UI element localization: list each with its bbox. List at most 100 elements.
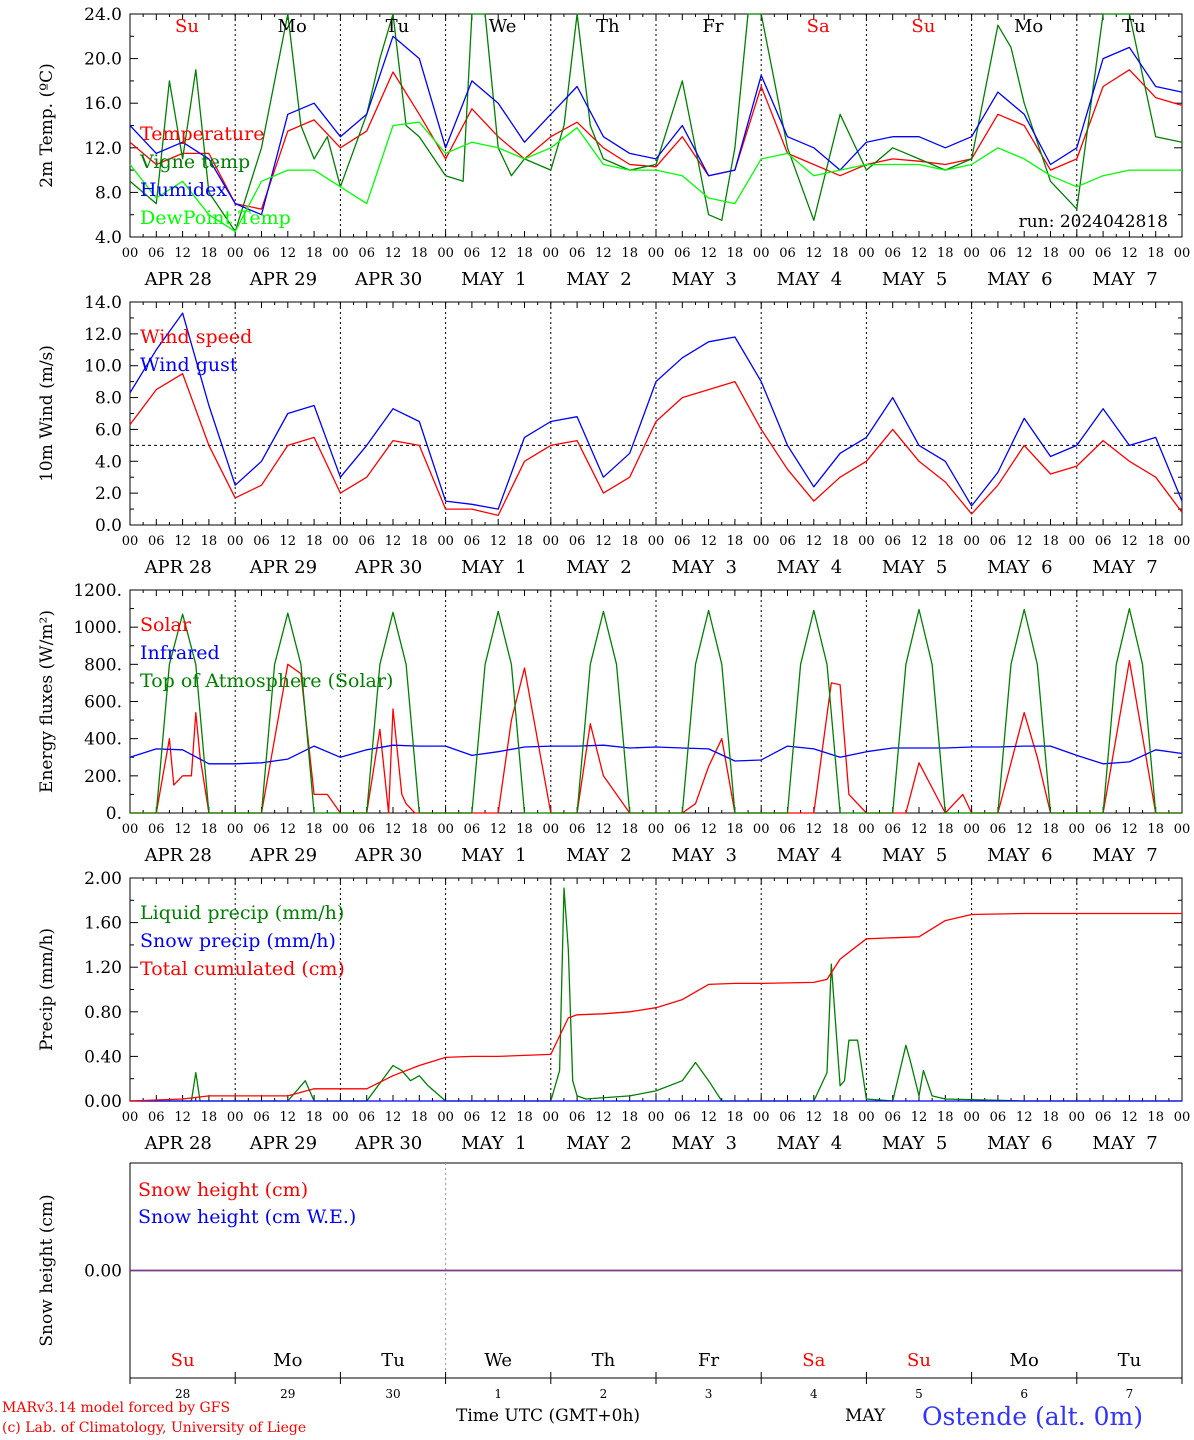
panel-3-hour-label: 12 [385,822,402,837]
panel-2-legend-entry: Wind gust [140,354,238,376]
panel-1-date-label: MAY 5 [882,269,947,290]
panel-1-hour-label: 12 [490,246,507,261]
panel-1-hour-label: 06 [884,246,901,261]
panel-3-legend-entry: Solar [140,614,192,636]
panel-4-y-tick-label: 1.20 [84,958,122,978]
panel-4-hour-label: 06 [464,1110,481,1125]
panel-3-hour-label: 06 [253,822,270,837]
panel-2-legend-entry: Wind speed [140,326,252,348]
panel-4-hour-label: 18 [306,1110,323,1125]
panel-4-y-tick-label: 0.40 [84,1047,122,1067]
panel-1-day-name: We [489,16,517,37]
bottom-day-number: 28 [175,1387,190,1401]
panel-2-y-tick-label: 2.0 [95,484,122,504]
bottom-day-number: 3 [705,1387,713,1401]
panel-3-hour-label: 18 [1147,822,1164,837]
panel-2-hour-label: 12 [385,534,402,549]
panel-1-hour-label: 12 [385,246,402,261]
bottom-day-name: Th [592,1350,616,1371]
panel-4-hour-label: 06 [253,1110,270,1125]
panel-3-hour-label: 18 [201,822,218,837]
panel-1-day-name: Mo [1014,16,1043,37]
panel-2-hour-label: 00 [332,534,349,549]
panel-4-hour-label: 18 [1042,1110,1059,1125]
panel-1-hour-label: 06 [1095,246,1112,261]
panel-1-y-tick-label: 24.0 [84,5,122,25]
panel-1-day-name: Th [596,16,620,37]
panel-1-hour-label: 18 [1042,246,1059,261]
bottom-day-name: We [484,1350,512,1371]
panel-2-hour-label: 00 [648,534,665,549]
panel-4-hour-label: 00 [227,1110,244,1125]
panel-5-legend-entry: Snow height (cm W.E.) [138,1206,356,1228]
panel-2-y-tick-label: 8.0 [95,389,122,409]
panel-3-date-label: MAY 6 [987,845,1052,866]
panel-2-hour-label: 06 [990,534,1007,549]
panel-3-date-label: MAY 3 [671,845,736,866]
panel-1-hour-label: 00 [963,246,980,261]
panel-1-hour-label: 18 [832,246,849,261]
panel-1-hour-label: 18 [1147,246,1164,261]
panel-4-hour-label: 06 [569,1110,586,1125]
panel-2-hour-label: 06 [884,534,901,549]
panel-4-date-label: APR 30 [354,1133,422,1154]
panel-2-hour-label: 18 [621,534,638,549]
panel-1-series-3-line [129,35,1183,216]
panel-4-series-3-line [129,912,1182,1102]
panel-1-legend-entry: Temperature [140,123,264,145]
panel-1-date-label: MAY 7 [1092,269,1157,290]
panel-3-legend-entry: Top of Atmosphere (Solar) [140,670,393,692]
panel-3-hour-label: 00 [753,822,770,837]
panel-4-hour-label: 18 [201,1110,218,1125]
panel-3-hour-label: 18 [621,822,638,837]
panel-4-hour-label: 12 [1121,1110,1138,1125]
panel-1-hour-label: 00 [1069,246,1086,261]
panel-1-series-4-line [129,121,1182,233]
bottom-day-number: 4 [810,1387,818,1401]
panel-2-hour-label: 06 [253,534,270,549]
bottom-day-name: Tu [381,1350,405,1371]
panel-3-hour-label: 12 [595,822,612,837]
panel-5-y-axis-label: Snow height (cm) [37,1194,57,1346]
panel-3-hour-label: 00 [963,822,980,837]
panel-4-hour-label: 18 [621,1110,638,1125]
panel-1-hour-label: 06 [779,246,796,261]
panel-1-hour-label: 12 [280,246,297,261]
panel-1-hour-label: 18 [937,246,954,261]
panel-2-hour-label: 00 [227,534,244,549]
panel-1-y-tick-label: 8.0 [95,183,122,203]
panel-1-hour-label: 18 [516,246,533,261]
panel-1-hour-label: 18 [621,246,638,261]
panel-1-hour-label: 18 [201,246,218,261]
panel-3-y-tick-label: 800. [84,655,122,675]
panel-2-hour-label: 06 [464,534,481,549]
panel-1-hour-label: 12 [1016,246,1033,261]
panel-3-y-tick-label: 1200. [73,581,122,601]
panel-3-y-tick-label: 1000. [73,618,122,638]
panel-3-hour-label: 18 [1042,822,1059,837]
panel-2-hour-label: 18 [1147,534,1164,549]
panel-4-date-label: MAY 6 [987,1133,1052,1154]
panel-3-legend-entry: Infrared [140,642,220,664]
panel-3-hour-label: 06 [674,822,691,837]
panel-4-hour-label: 18 [727,1110,744,1125]
panel-3-hour-label: 18 [832,822,849,837]
panel-4-hour-label: 18 [1147,1110,1164,1125]
panel-4-hour-label: 18 [516,1110,533,1125]
panel-3-date-label: APR 28 [144,845,212,866]
bottom-day-name: Fr [698,1350,719,1371]
panel-4-hour-label: 00 [963,1110,980,1125]
panel-4-y-axis-label: Precip (mm/h) [37,928,57,1051]
panel-1-series-1-line [129,69,1183,210]
panel-2-hour-label: 12 [911,534,928,549]
panel-1-hour-label: 06 [569,246,586,261]
panel-3-hour-label: 06 [569,822,586,837]
panel-4-hour-label: 12 [806,1110,823,1125]
panel-3-hour-label: 12 [700,822,717,837]
panel-3-date-label: MAY 2 [566,845,631,866]
panel-2-hour-label: 06 [358,534,375,549]
panel-3-hour-label: 00 [543,822,560,837]
panel-2-hour-label: 06 [148,534,165,549]
panel-4-hour-label: 12 [911,1110,928,1125]
